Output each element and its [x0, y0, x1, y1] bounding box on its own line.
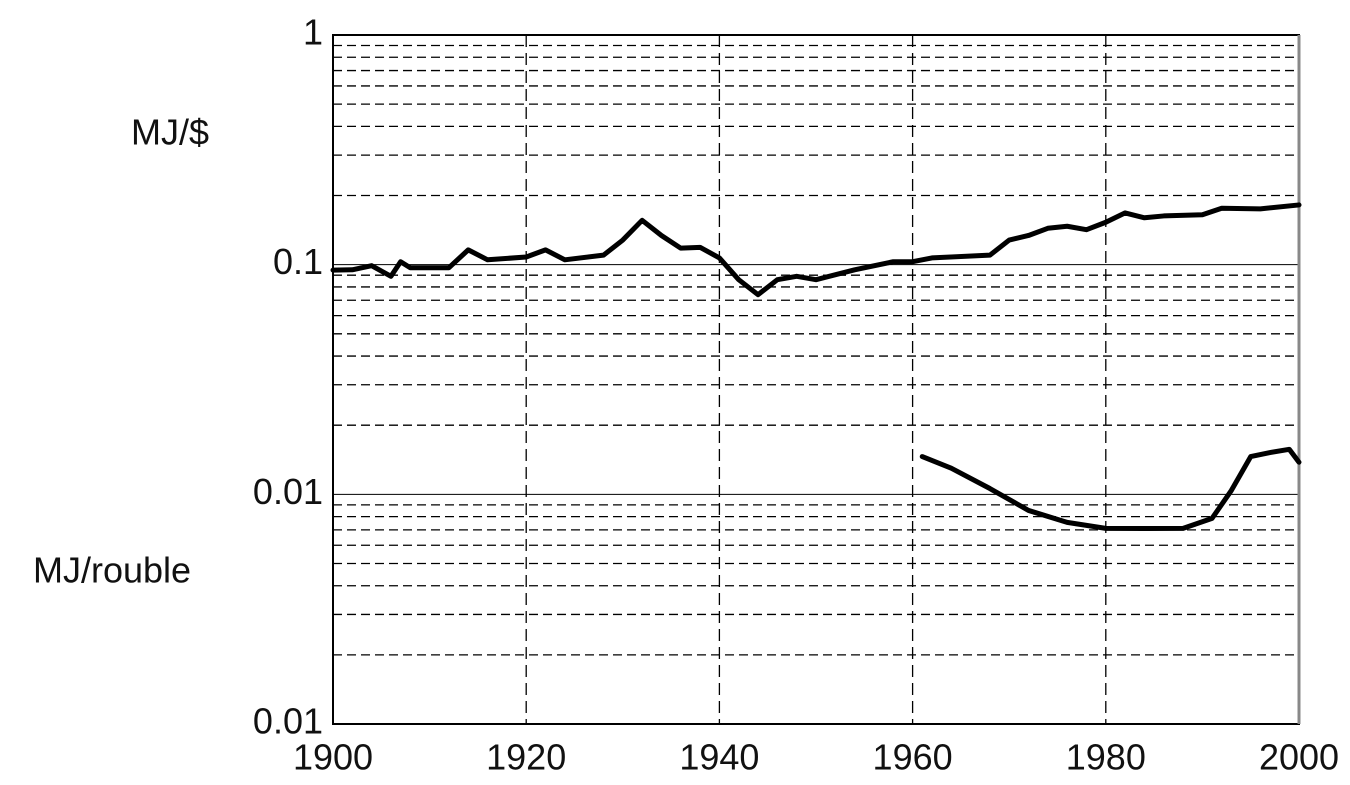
x-tick-label: 1940	[679, 737, 759, 778]
x-tick-label: 1900	[293, 737, 373, 778]
y-tick-label: 0.1	[273, 241, 323, 282]
x-tick-label: 1920	[486, 737, 566, 778]
plot-frame	[332, 34, 1300, 725]
y-tick-label: 0.01	[253, 701, 323, 742]
series-label: MJ/$	[131, 112, 209, 153]
series-label: MJ/rouble	[33, 550, 191, 591]
data-line	[330, 202, 1302, 298]
data-line	[919, 446, 1302, 531]
x-tick-label: 1960	[873, 737, 953, 778]
y-tick-label: 0.01	[253, 471, 323, 512]
x-tick-label: 2000	[1259, 737, 1339, 778]
y-tick-label: 1	[303, 12, 323, 53]
x-tick-label: 1980	[1066, 737, 1146, 778]
